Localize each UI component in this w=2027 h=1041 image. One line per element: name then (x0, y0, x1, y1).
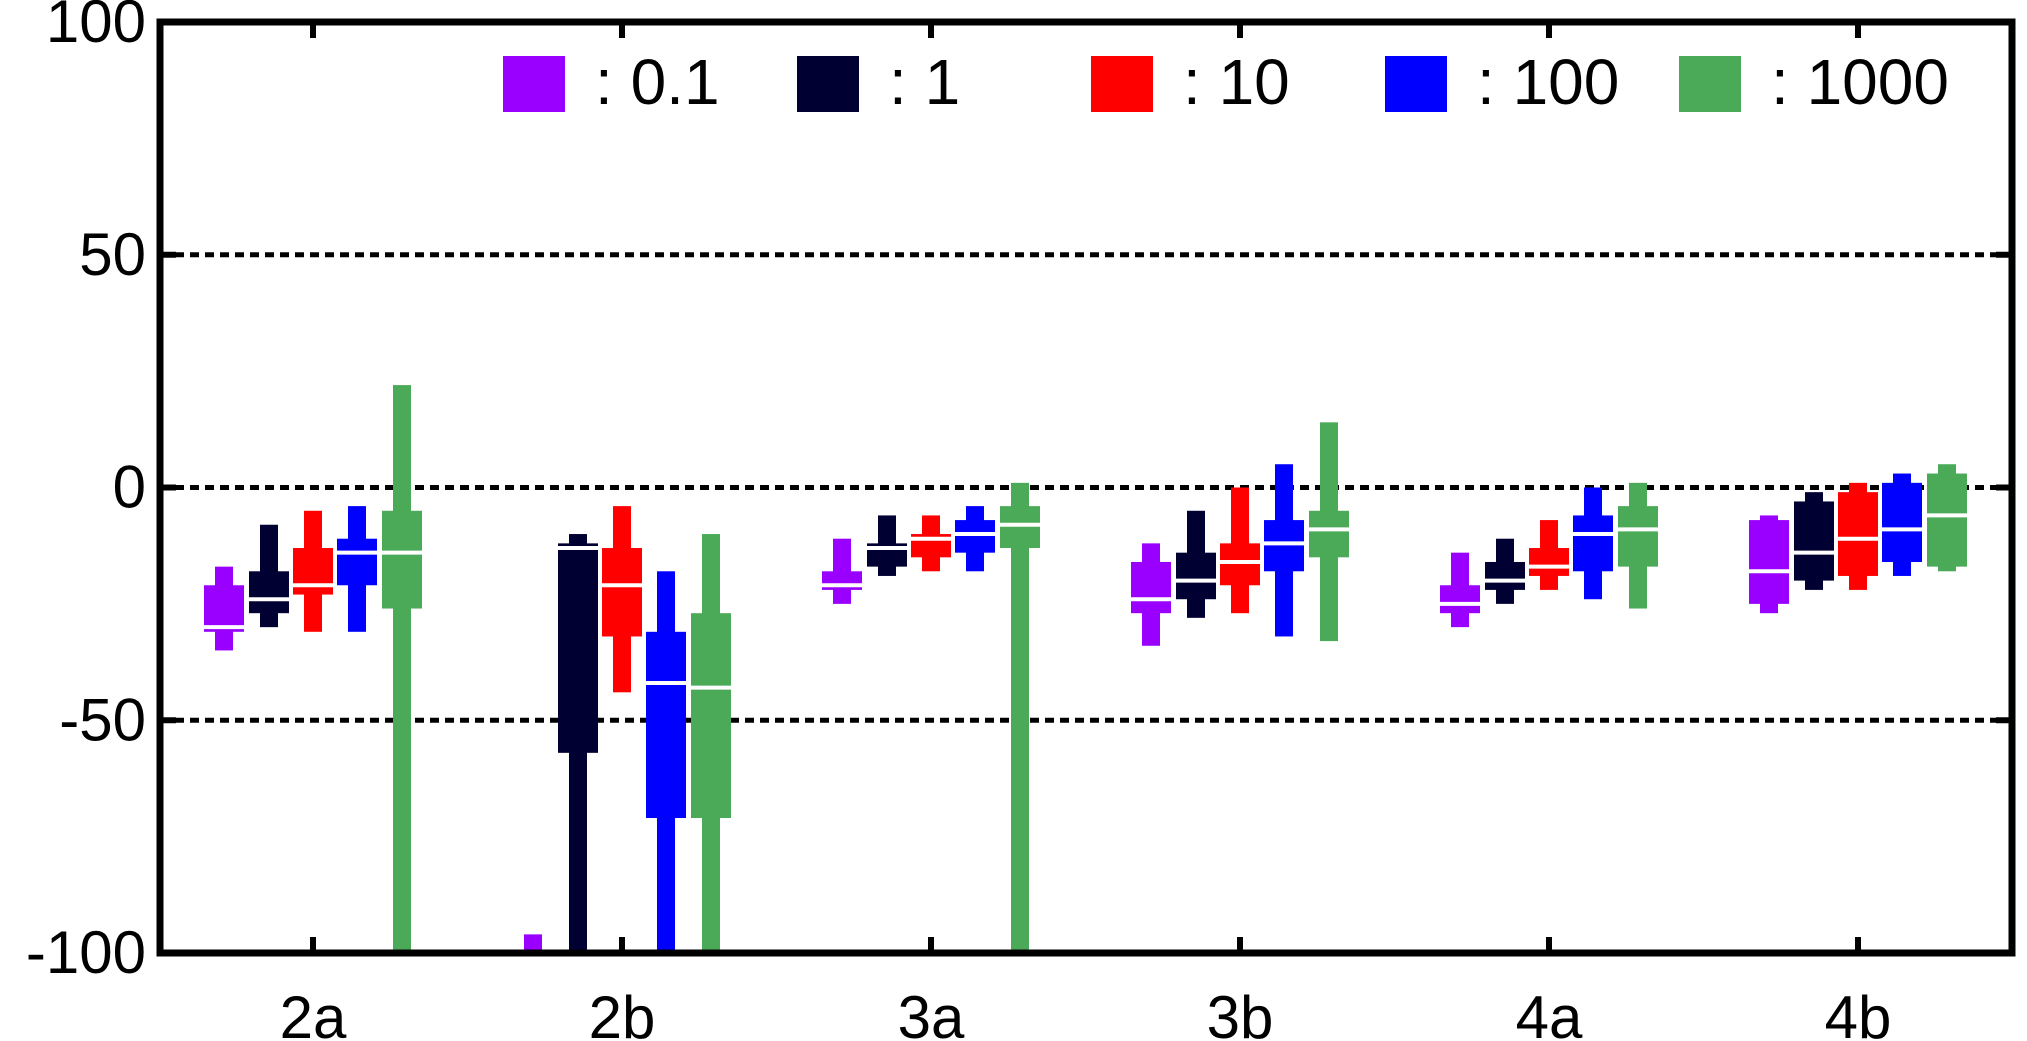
box-body (1264, 520, 1304, 572)
legend-swatch (1091, 56, 1153, 112)
box-4a-series-2 (1485, 538, 1525, 604)
legend-label: : 100 (1477, 46, 1619, 118)
x-tick-label: 2a (280, 984, 347, 1041)
box-body (691, 613, 731, 819)
box-3b-series-5 (1309, 422, 1349, 642)
legend-swatch (503, 56, 565, 112)
box-body (337, 538, 377, 586)
legend-entry-2: : 1 (797, 46, 960, 118)
box-3a-series-5 (1000, 482, 1040, 953)
box-3a-series-2 (867, 515, 907, 576)
legend-label: : 1 (889, 46, 960, 118)
box-body (1618, 506, 1658, 567)
box-3b-series-3 (1220, 487, 1260, 614)
box-4b-series-3 (1838, 482, 1878, 590)
box-4a-series-3 (1529, 520, 1569, 590)
legend-entry-4: : 100 (1385, 46, 1619, 118)
x-tick-label: 4a (1516, 984, 1583, 1041)
box-body (1749, 520, 1789, 604)
legend-entry-1: : 0.1 (503, 46, 720, 118)
box-2a-series-3 (293, 510, 333, 632)
box-4a-series-1 (1440, 552, 1480, 628)
box-body (1794, 501, 1834, 581)
x-tick-label: 4b (1825, 984, 1892, 1041)
x-tick-label: 2b (589, 984, 656, 1041)
box-3b-series-2 (1176, 510, 1216, 618)
y-tick-label: 0 (113, 454, 146, 521)
legend-label: : 0.1 (595, 46, 720, 118)
axis-ticks: -100 -50 0 50 100 2a 2b 3a 3b 4a 4b (26, 0, 2012, 1041)
legend-entry-3: : 10 (1091, 46, 1290, 118)
box-body (602, 548, 642, 637)
legend-label: : 1000 (1771, 46, 1949, 118)
box-3a-series-4 (955, 506, 995, 572)
box-4b-series-2 (1794, 492, 1834, 590)
box-body (1529, 548, 1569, 576)
box-2a-series-1 (204, 566, 244, 651)
legend-swatch (797, 56, 859, 112)
y-tick-label: 50 (79, 221, 146, 288)
box-2b-series-2 (558, 534, 598, 953)
box-body (1882, 482, 1922, 562)
box-body (1927, 473, 1967, 567)
box-3a-series-1 (822, 538, 862, 604)
legend: : 0.1 : 1 : 10 : 100 : 1000 (503, 46, 1949, 118)
legend-swatch (1679, 56, 1741, 112)
box-2a-series-4 (337, 506, 377, 632)
box-2a-series-2 (249, 524, 289, 628)
box-body (1485, 561, 1525, 590)
y-tick-label: -50 (59, 686, 146, 753)
whisker (524, 934, 542, 953)
box-4a-series-4 (1573, 487, 1613, 600)
box-body (1220, 543, 1260, 586)
box-body (382, 510, 422, 609)
box-2b-series-3 (602, 506, 642, 693)
box-body (558, 543, 598, 753)
box-4a-series-5 (1618, 482, 1658, 609)
x-tick-label: 3a (898, 984, 965, 1041)
box-3a-series-3 (911, 515, 951, 572)
y-tick-label: 100 (46, 0, 146, 55)
x-tick-label: 3b (1207, 984, 1274, 1041)
whisker (1011, 482, 1029, 953)
box-2b-series-5 (691, 534, 731, 953)
box-4b-series-4 (1882, 473, 1922, 576)
box-body (204, 585, 244, 632)
box-body (293, 548, 333, 595)
box-4b-series-1 (1749, 515, 1789, 614)
box-body (1176, 552, 1216, 600)
box-2a-series-5 (382, 385, 422, 954)
box-4b-series-5 (1927, 464, 1967, 572)
box-2b-series-4 (646, 571, 686, 953)
legend-entry-5: : 1000 (1679, 46, 1949, 118)
box-series (204, 385, 1967, 955)
box-3b-series-4 (1264, 464, 1304, 637)
whisker (393, 385, 411, 954)
box-body (1309, 510, 1349, 558)
legend-swatch (1385, 56, 1447, 112)
box-body (1838, 492, 1878, 576)
box-body (646, 631, 686, 819)
box-body (1131, 561, 1171, 614)
box-body (1573, 515, 1613, 572)
legend-label: : 10 (1183, 46, 1290, 118)
box-body (1440, 585, 1480, 614)
box-body (249, 571, 289, 614)
box-body (1000, 506, 1040, 549)
grid-lines (160, 252, 2012, 723)
box-3b-series-1 (1131, 543, 1171, 646)
y-tick-label: -100 (26, 919, 146, 986)
box-body (955, 520, 995, 553)
